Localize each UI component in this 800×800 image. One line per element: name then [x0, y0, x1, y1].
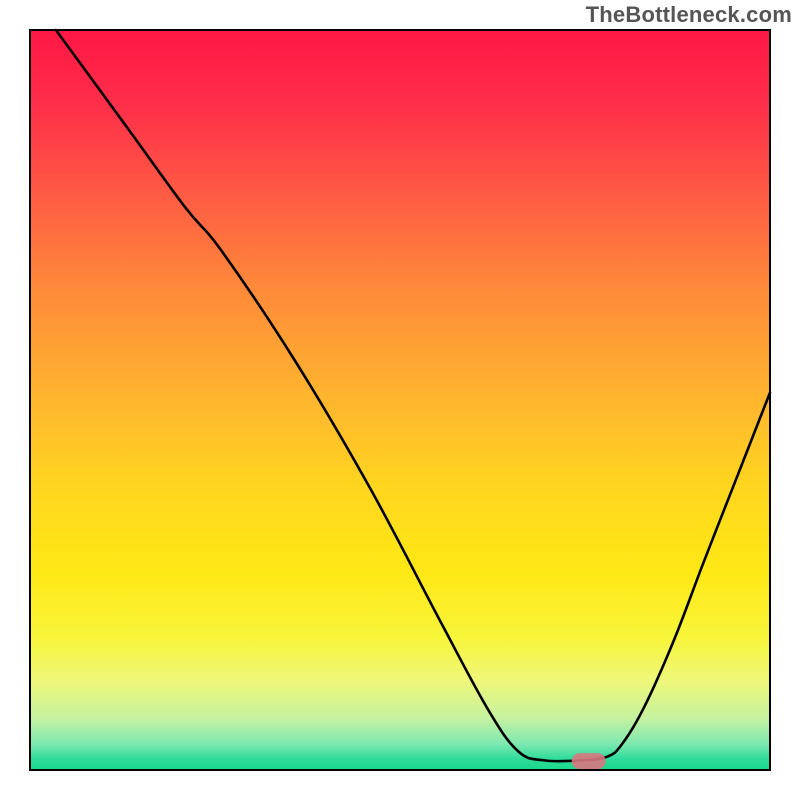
- watermark-text: TheBottleneck.com: [586, 2, 792, 28]
- chart-svg: [0, 0, 800, 800]
- plot-background: [30, 30, 770, 770]
- chart-stage: TheBottleneck.com: [0, 0, 800, 800]
- optimal-marker: [572, 753, 606, 769]
